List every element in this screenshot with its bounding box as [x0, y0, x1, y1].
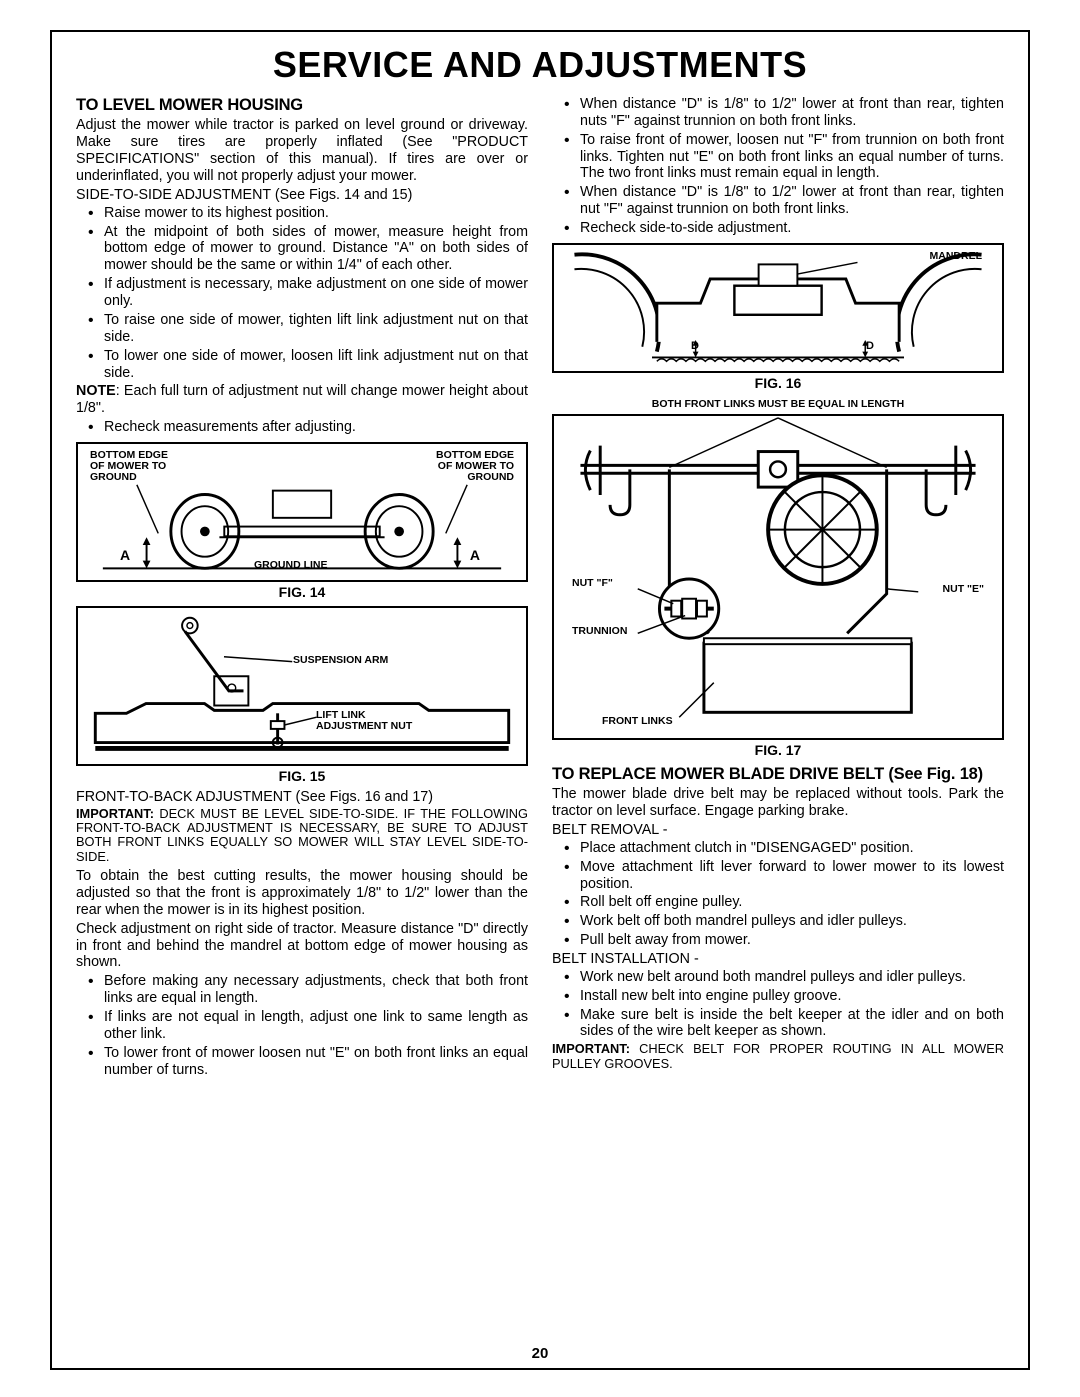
fig14-label-left: BOTTOM EDGE OF MOWER TO GROUND: [90, 450, 168, 483]
important2-label: IMPORTANT:: [552, 1041, 630, 1056]
note-label: NOTE: [76, 383, 116, 399]
fig14-caption: Fig. 14: [76, 584, 528, 601]
heading-replace-belt: TO REPLACE MOWER BLADE DRIVE BELT (See F…: [552, 765, 1004, 784]
para-belt-intro: The mower blade drive belt may be replac…: [552, 786, 1004, 820]
list-item: Recheck side-to-side adjustment.: [552, 220, 1004, 237]
list-item: To raise front of mower, loosen nut "F" …: [552, 132, 1004, 183]
list-item: To lower front of mower loosen nut "E" o…: [76, 1045, 528, 1079]
important-label: IMPORTANT:: [76, 806, 154, 821]
fig16-caption: Fig. 16: [552, 375, 1004, 392]
sub-side-to-side: SIDE-TO-SIDE ADJUSTMENT (See Figs. 14 an…: [76, 187, 528, 204]
page-number: 20: [52, 1345, 1028, 1362]
list-item: When distance "D" is 1/8" to 1/2" lower …: [552, 96, 1004, 130]
bullets-front-back: Before making any necessary adjustments,…: [76, 973, 528, 1078]
list-item: At the midpoint of both sides of mower, …: [76, 224, 528, 275]
list-item: Work belt off both mandrel pulleys and i…: [552, 913, 1004, 930]
list-item: If links are not equal in length, adjust…: [76, 1009, 528, 1043]
fig15-suspension: SUSPENSION ARM: [293, 655, 388, 666]
bullets-top-right: When distance "D" is 1/8" to 1/2" lower …: [552, 96, 1004, 237]
list-item: Work new belt around both mandrel pulley…: [552, 969, 1004, 986]
fig16-mandrel: MANDREL: [930, 251, 983, 262]
note-text: : Each full turn of adjustment nut will …: [76, 383, 528, 416]
fig14-A-left: A: [120, 548, 130, 563]
list-item: Install new belt into engine pulley groo…: [552, 988, 1004, 1005]
bullets-side-to-side: Raise mower to its highest position. At …: [76, 205, 528, 382]
fig17-front-links: FRONT LINKS: [602, 716, 673, 727]
fig14-A-right: A: [470, 548, 480, 563]
important2-paragraph: IMPORTANT: CHECK BELT FOR PROPER ROUTING…: [552, 1042, 1004, 1071]
list-item: Recheck measurements after adjusting.: [76, 419, 528, 436]
sub-front-to-back: FRONT-TO-BACK ADJUSTMENT (See Figs. 16 a…: [76, 789, 528, 806]
list-item: Place attachment clutch in "DISENGAGED" …: [552, 840, 1004, 857]
bullets-install: Work new belt around both mandrel pulley…: [552, 969, 1004, 1040]
figure-16-svg: [554, 245, 1002, 371]
content-columns: To Level Mower Housing Adjust the mower …: [76, 96, 1004, 1080]
note-line: NOTE: Each full turn of adjustment nut w…: [76, 383, 528, 417]
fig17-nutE: NUT "E": [943, 584, 984, 595]
list-item: Roll belt off engine pulley.: [552, 894, 1004, 911]
list-item: When distance "D" is 1/8" to 1/2" lower …: [552, 184, 1004, 218]
list-item: Move attachment lift lever forward to lo…: [552, 859, 1004, 893]
fig17-nutF: NUT "F": [572, 578, 613, 589]
bullets-removal: Place attachment clutch in "DISENGAGED" …: [552, 840, 1004, 949]
important-paragraph: IMPORTANT: DECK MUST BE LEVEL SIDE-TO-SI…: [76, 807, 528, 864]
fig17-top-label-wrap: BOTH FRONT LINKS MUST BE EQUAL IN LENGTH: [552, 395, 1004, 412]
fig14-label-right: BOTTOM EDGE OF MOWER TO GROUND: [436, 450, 514, 483]
fig17-trunnion: TRUNNION: [572, 626, 627, 637]
bullets-recheck: Recheck measurements after adjusting.: [76, 419, 528, 436]
list-item: Raise mower to its highest position.: [76, 205, 528, 222]
fig17-caption: Fig. 17: [552, 742, 1004, 759]
list-item: Pull belt away from mower.: [552, 932, 1004, 949]
left-column: To Level Mower Housing Adjust the mower …: [76, 96, 528, 1080]
fig14-ground-line: GROUND LINE: [254, 560, 328, 571]
figure-17: NUT "F" TRUNNION NUT "E" FRONT LINKS: [552, 414, 1004, 740]
para-b1: To obtain the best cutting results, the …: [76, 868, 528, 919]
sub-belt-install: BELT INSTALLATION -: [552, 951, 1004, 968]
list-item: Before making any necessary adjustments,…: [76, 973, 528, 1007]
figure-16: MANDREL D D: [552, 243, 1004, 373]
right-column: When distance "D" is 1/8" to 1/2" lower …: [552, 96, 1004, 1080]
list-item: If adjustment is necessary, make adjustm…: [76, 276, 528, 310]
figure-15: SUSPENSION ARM LIFT LINK ADJUSTMENT NUT: [76, 606, 528, 766]
sub-belt-removal: BELT REMOVAL -: [552, 822, 1004, 839]
fig15-caption: Fig. 15: [76, 768, 528, 785]
list-item: To raise one side of mower, tighten lift…: [76, 312, 528, 346]
fig17-top-label: BOTH FRONT LINKS MUST BE EQUAL IN LENGTH: [652, 398, 904, 410]
figure-17-svg: [554, 416, 1002, 738]
list-item: To lower one side of mower, loosen lift …: [76, 348, 528, 382]
page-frame: Service And Adjustments To Level Mower H…: [50, 30, 1030, 1370]
fig16-D1: D: [691, 341, 699, 353]
para-b2: Check adjustment on right side of tracto…: [76, 921, 528, 972]
fig15-lift-link: LIFT LINK ADJUSTMENT NUT: [316, 710, 412, 732]
figure-14: BOTTOM EDGE OF MOWER TO GROUND BOTTOM ED…: [76, 442, 528, 582]
figure-15-svg: [78, 608, 526, 764]
fig16-D2: D: [866, 341, 874, 353]
intro-paragraph: Adjust the mower while tractor is parked…: [76, 117, 528, 184]
list-item: Make sure belt is inside the belt keeper…: [552, 1007, 1004, 1041]
heading-level-mower: To Level Mower Housing: [76, 96, 528, 115]
page-title: Service And Adjustments: [76, 44, 1004, 86]
